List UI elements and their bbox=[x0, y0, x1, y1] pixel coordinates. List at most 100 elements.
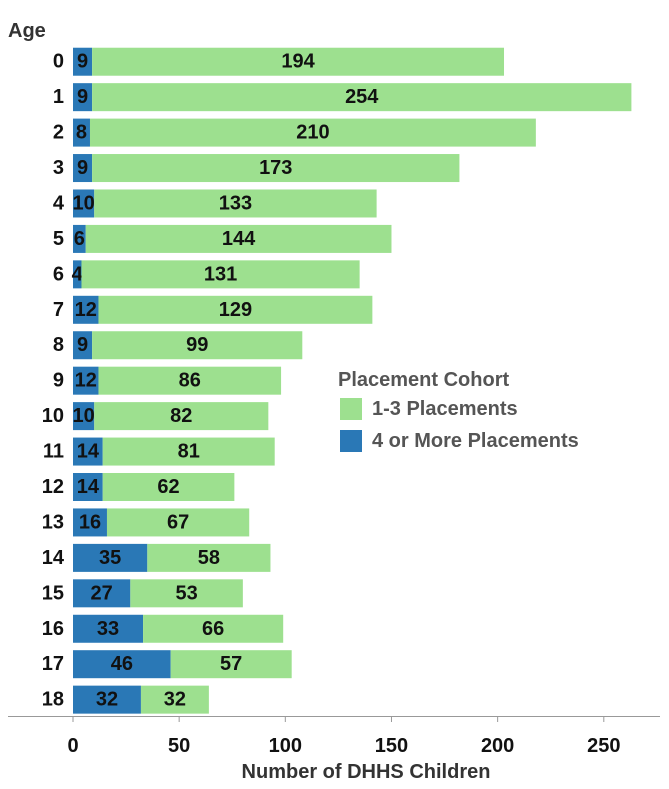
bar-segment bbox=[73, 189, 95, 218]
y-tick-label: 15 bbox=[42, 582, 64, 604]
bar-segment bbox=[73, 685, 141, 714]
y-tick-label: 4 bbox=[53, 192, 65, 214]
y-tick-label: 13 bbox=[42, 511, 64, 533]
legend-swatch bbox=[340, 398, 362, 420]
data-label: 58 bbox=[198, 547, 220, 569]
y-tick-label: 12 bbox=[42, 476, 64, 498]
y-tick-label: 9 bbox=[53, 370, 64, 392]
bar-segment bbox=[73, 366, 99, 395]
bar-segment bbox=[73, 331, 93, 360]
bar-segment bbox=[130, 579, 243, 608]
data-label: 27 bbox=[91, 582, 113, 604]
data-label: 133 bbox=[219, 192, 252, 214]
legend-title: Placement Cohort bbox=[338, 369, 509, 391]
y-tick-label: 17 bbox=[42, 653, 64, 675]
data-label: 14 bbox=[77, 476, 100, 498]
data-label: 12 bbox=[75, 299, 97, 321]
y-tick-label: 1 bbox=[53, 86, 64, 108]
bar-segment bbox=[73, 47, 93, 76]
bar-segment bbox=[89, 118, 536, 147]
bar-segment bbox=[73, 154, 93, 183]
x-tick-label: 100 bbox=[269, 735, 302, 757]
bar-segment bbox=[85, 224, 392, 253]
x-tick-label: 0 bbox=[67, 735, 78, 757]
bar-segment bbox=[140, 685, 209, 714]
x-tick-label: 200 bbox=[481, 735, 514, 757]
data-label: 53 bbox=[175, 582, 197, 604]
bar-segment bbox=[106, 508, 250, 537]
data-label: 131 bbox=[204, 263, 237, 285]
y-tick-label: 7 bbox=[53, 299, 64, 321]
bar-segment bbox=[81, 260, 360, 289]
bar-segment bbox=[94, 402, 269, 431]
data-label: 16 bbox=[79, 511, 101, 533]
data-label: 66 bbox=[202, 618, 224, 640]
data-label: 14 bbox=[77, 441, 100, 463]
y-tick-label: 18 bbox=[42, 689, 64, 711]
bar-segment bbox=[102, 473, 235, 501]
data-label: 8 bbox=[76, 122, 87, 144]
data-label: 6 bbox=[74, 228, 85, 250]
data-label: 9 bbox=[77, 51, 88, 73]
data-label: 144 bbox=[222, 228, 256, 250]
y-tick-label: 16 bbox=[42, 618, 64, 640]
data-label: 9 bbox=[77, 157, 88, 179]
data-label: 62 bbox=[157, 476, 179, 498]
bar-segment bbox=[73, 295, 99, 324]
data-label: 32 bbox=[96, 689, 118, 711]
data-label: 254 bbox=[345, 86, 379, 108]
bar-segment bbox=[73, 579, 131, 608]
bar-segment bbox=[73, 650, 171, 679]
bar-segment bbox=[147, 543, 271, 572]
bar-segment bbox=[73, 224, 86, 253]
bar-segment bbox=[73, 543, 148, 572]
y-axis-title: Age bbox=[8, 20, 46, 42]
x-tick-label: 50 bbox=[168, 735, 190, 757]
data-label: 194 bbox=[281, 51, 315, 73]
y-tick-label: 3 bbox=[53, 157, 64, 179]
data-label: 86 bbox=[179, 370, 201, 392]
bar-segment bbox=[73, 508, 107, 537]
y-tick-label: 11 bbox=[43, 441, 64, 463]
data-label: 57 bbox=[220, 653, 242, 675]
y-tick-label: 10 bbox=[42, 405, 64, 427]
bar-segment bbox=[73, 614, 144, 643]
y-tick-label: 8 bbox=[53, 334, 64, 356]
data-label: 33 bbox=[97, 618, 119, 640]
bar-segment bbox=[94, 189, 377, 218]
bar-segment bbox=[92, 47, 505, 76]
bar-segment bbox=[170, 650, 292, 679]
data-label: 9 bbox=[77, 86, 88, 108]
bar-segment bbox=[98, 366, 282, 395]
bar-segment bbox=[73, 118, 90, 147]
data-label: 81 bbox=[178, 441, 200, 463]
y-tick-label: 6 bbox=[53, 263, 64, 285]
data-label: 32 bbox=[164, 689, 186, 711]
bar-segment bbox=[98, 295, 373, 324]
bar-segment bbox=[73, 402, 95, 431]
data-label: 10 bbox=[72, 192, 94, 214]
y-tick-label: 2 bbox=[53, 122, 64, 144]
data-label: 4 bbox=[72, 263, 84, 285]
bar-segment bbox=[73, 83, 93, 112]
legend-label: 1-3 Placements bbox=[372, 398, 518, 420]
bar-segment bbox=[73, 437, 103, 466]
data-label: 210 bbox=[296, 122, 329, 144]
legend-label: 4 or More Placements bbox=[372, 430, 579, 452]
data-label: 173 bbox=[259, 157, 292, 179]
data-label: 9 bbox=[77, 334, 88, 356]
data-label: 99 bbox=[186, 334, 208, 356]
bar-segment bbox=[92, 331, 303, 360]
bar-segment bbox=[73, 260, 82, 289]
x-axis-title: Number of DHHS Children bbox=[242, 761, 491, 783]
data-label: 129 bbox=[219, 299, 252, 321]
data-label: 35 bbox=[99, 547, 121, 569]
y-tick-label: 0 bbox=[53, 51, 64, 73]
y-tick-label: 14 bbox=[42, 547, 65, 569]
y-tick-label: 5 bbox=[53, 228, 64, 250]
x-tick-label: 250 bbox=[587, 735, 620, 757]
data-label: 10 bbox=[72, 405, 94, 427]
bar-segment bbox=[92, 83, 632, 112]
x-tick-label: 150 bbox=[375, 735, 408, 757]
